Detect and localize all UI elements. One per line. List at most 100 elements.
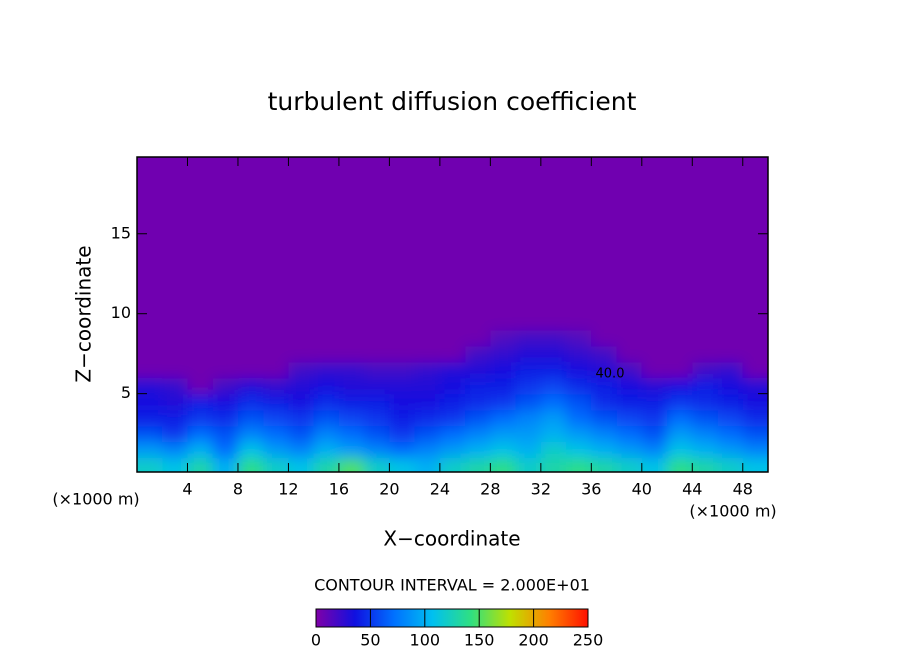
field-cell	[742, 457, 768, 472]
field-cell	[591, 345, 618, 363]
field-cell	[364, 457, 390, 472]
field-cell	[717, 345, 744, 363]
field-cell	[742, 345, 768, 363]
field-cell	[465, 345, 491, 363]
field-cell	[389, 409, 416, 427]
field-cell	[389, 393, 416, 411]
field-cell	[515, 393, 542, 411]
field-cell	[742, 313, 768, 331]
field-clip	[137, 157, 768, 472]
field-cell	[389, 425, 416, 443]
field-cell	[540, 329, 567, 347]
field-cell	[692, 457, 719, 472]
x-tick-label: 36	[581, 480, 601, 499]
field-cell	[162, 409, 189, 427]
field-cell	[490, 345, 517, 363]
field-cell	[389, 329, 416, 347]
field-cell	[540, 457, 567, 472]
field-cell	[137, 329, 163, 347]
field-cell	[137, 425, 163, 443]
field-cell	[237, 457, 264, 472]
field-cell	[692, 409, 719, 427]
field-cell	[162, 425, 189, 443]
field-cell	[540, 425, 567, 443]
field-cell	[137, 157, 163, 315]
field-cell	[187, 313, 214, 331]
field-cell	[414, 409, 441, 427]
colorbar-tick-label: 200	[518, 631, 549, 650]
field-cell	[667, 425, 693, 443]
x-tick-label: 28	[480, 480, 500, 499]
field-cell	[338, 313, 365, 331]
field-cell	[338, 409, 365, 427]
field-cell	[137, 441, 163, 459]
field-cell	[465, 425, 491, 443]
field-cell	[591, 457, 618, 472]
field-cell	[313, 425, 340, 443]
contour-label: 40.0	[596, 367, 625, 382]
field-cell	[187, 409, 214, 427]
field-cell	[717, 441, 744, 459]
field-cell	[641, 441, 668, 459]
field-cell	[187, 329, 214, 347]
field-cell	[338, 345, 365, 363]
field-cell	[237, 377, 264, 395]
field-cell	[288, 441, 315, 459]
field-cell	[667, 157, 693, 315]
field-cell	[641, 329, 668, 347]
field-cell	[263, 329, 290, 347]
field-cell	[237, 425, 264, 443]
field-cell	[515, 377, 542, 395]
field-cell	[313, 157, 340, 315]
field-cell	[414, 441, 441, 459]
field-cell	[515, 457, 542, 472]
field-cell	[364, 377, 390, 395]
field-cell	[137, 313, 163, 331]
field-cell	[263, 409, 290, 427]
field-cell	[591, 393, 618, 411]
plot-frame	[136, 156, 769, 473]
field-cell	[439, 441, 466, 459]
field-cell	[237, 441, 264, 459]
field-cell	[263, 457, 290, 472]
field-cell	[439, 329, 466, 347]
field-cell	[540, 393, 567, 411]
field-cell	[591, 409, 618, 427]
field-cell	[515, 441, 542, 459]
field-cell	[566, 409, 592, 427]
field-cell	[288, 313, 315, 331]
x-tick-label: 44	[682, 480, 702, 499]
field-cell	[288, 425, 315, 443]
field-cell	[616, 345, 643, 363]
field-cell	[389, 441, 416, 459]
field-cell	[515, 361, 542, 379]
field	[137, 157, 768, 472]
field-cell	[465, 457, 491, 472]
colorbar-tick-label: 250	[573, 631, 604, 650]
field-cell	[692, 345, 719, 363]
field-cell	[490, 377, 517, 395]
field-cell	[212, 329, 239, 347]
field-cell	[717, 393, 744, 411]
field-cell	[540, 409, 567, 427]
field-cell	[490, 393, 517, 411]
field-cell	[237, 345, 264, 363]
field-cell	[515, 157, 542, 315]
field-cell	[137, 345, 163, 363]
field-cell	[313, 361, 340, 379]
field-cell	[338, 425, 365, 443]
field-cell	[465, 157, 491, 315]
field-cell	[439, 345, 466, 363]
field-cell	[616, 441, 643, 459]
colorbar	[315, 608, 589, 628]
colorbar-tick-label: 150	[464, 631, 495, 650]
field-cell	[591, 313, 618, 331]
field-cell	[439, 457, 466, 472]
field-cell	[212, 425, 239, 443]
field-cell	[465, 313, 491, 331]
x-tick-label: 40	[632, 480, 652, 499]
field-cell	[439, 425, 466, 443]
field-cell	[137, 409, 163, 427]
field-cell	[263, 425, 290, 443]
